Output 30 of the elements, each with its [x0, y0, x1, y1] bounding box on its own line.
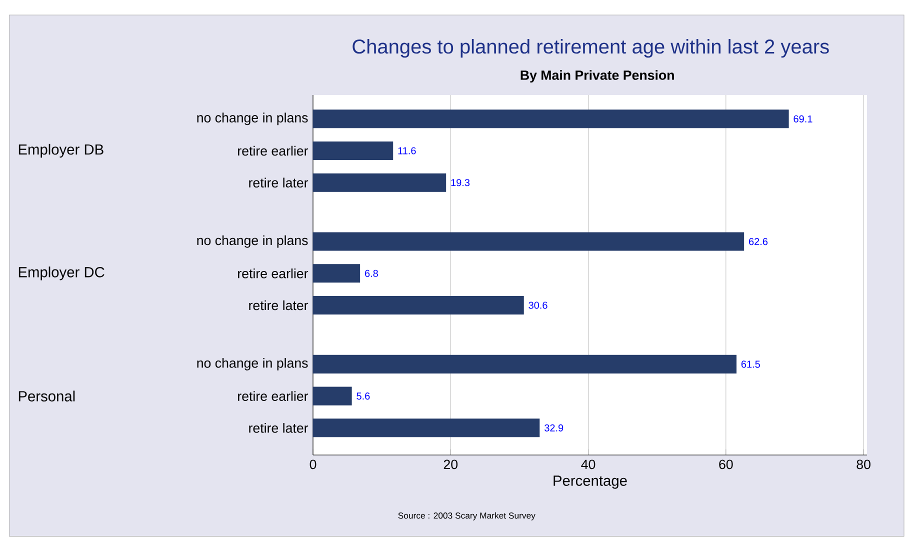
source-note: Source : 2003 Scary Market Survey — [398, 512, 536, 520]
y-tick-label: no change in plans — [197, 358, 308, 370]
text: Employer DC — [18, 266, 104, 280]
text: Personal — [18, 390, 75, 402]
x-tick-label: 80 — [856, 460, 870, 470]
data-label: 30.6 — [528, 302, 548, 309]
x-axis-title: Percentage — [554, 476, 627, 489]
x-tick-label: 40 — [581, 460, 596, 470]
y-tick-label: retire later — [249, 300, 308, 310]
y-tick-label: retire earlier — [238, 146, 308, 156]
data-label: 32.9 — [544, 424, 564, 432]
x-tick-label: 20 — [444, 460, 458, 470]
y-tick-label: retire earlier — [238, 268, 308, 278]
data-label: 6.8 — [365, 270, 378, 277]
data-label: 19.3 — [451, 179, 470, 186]
data-label: 5.6 — [356, 392, 370, 400]
chart-subtitle: By Main Private Pension — [520, 70, 674, 83]
y-tick-label: retire later — [249, 178, 308, 188]
y-tick-label: no change in plans — [197, 235, 308, 248]
chart-title: Changes to planned retirement age within last 2 years — [352, 39, 829, 58]
x-tick-label: 0 — [310, 460, 316, 470]
y-tick-label: retire earlier — [238, 391, 308, 401]
y-tick-label: retire later — [249, 423, 308, 433]
x-tick-label: 60 — [719, 460, 733, 470]
text: Employer DB — [18, 144, 104, 158]
data-label: 69.1 — [794, 115, 812, 122]
data-label: 62.6 — [749, 238, 768, 246]
data-label: 61.5 — [741, 360, 760, 368]
y-tick-label: no change in plans — [197, 112, 308, 126]
data-label: 11.6 — [398, 147, 416, 154]
